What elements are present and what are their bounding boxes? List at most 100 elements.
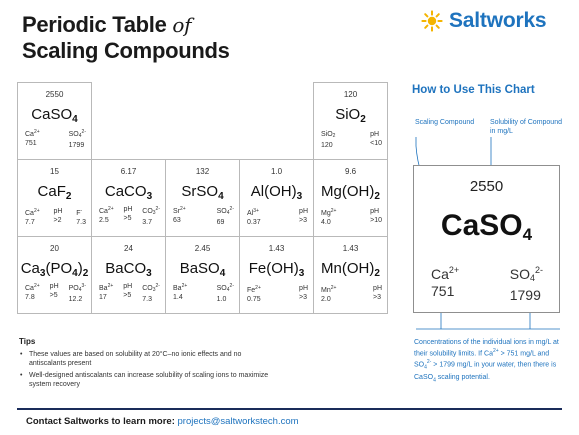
solubility-value: 2550 bbox=[45, 90, 64, 99]
ion-value: 1.0 bbox=[216, 296, 227, 303]
ion-charge: 2+ bbox=[255, 285, 261, 291]
ion-entry: pH >5 bbox=[123, 283, 133, 299]
solubility-value: 15 bbox=[50, 167, 59, 176]
ion-charge: 2+ bbox=[107, 283, 114, 289]
solubility-value: 20 bbox=[50, 244, 59, 253]
ion-subscript: 4 bbox=[226, 210, 230, 216]
ion-entry: CO32- 3.7 bbox=[142, 206, 160, 226]
compound-formula: CaSO4 bbox=[31, 106, 78, 125]
ion-charge: 2- bbox=[155, 283, 160, 289]
ion-value: >2 bbox=[53, 217, 62, 224]
ion-list: SiO2 120 pH <10 bbox=[321, 130, 382, 150]
ion-subscript: 4 bbox=[78, 133, 82, 139]
ion-value: 12.2 bbox=[68, 296, 83, 303]
footer-contact: Contact Saltworks to learn more: project… bbox=[26, 416, 299, 427]
how-to-title: How to Use This Chart bbox=[412, 84, 535, 96]
ion-charge: 2+ bbox=[33, 283, 40, 289]
footer-text: Contact Saltworks to learn more: bbox=[26, 416, 175, 427]
ion-charge: 3- bbox=[81, 283, 86, 289]
ion-value: 17 bbox=[99, 294, 107, 301]
tips-section: Tips These values are based on solubilit… bbox=[19, 337, 279, 392]
ion-value: <10 bbox=[370, 140, 382, 147]
ion-charge: - bbox=[80, 208, 83, 214]
title-line-2: Scaling Compounds bbox=[22, 38, 230, 63]
example-cell: 2550 CaSO4 Ca2+ 751 SO42- 1799 bbox=[413, 165, 560, 313]
footer-divider bbox=[17, 408, 562, 410]
solubility-value: 120 bbox=[343, 90, 358, 99]
ion-value: 69 bbox=[216, 219, 225, 226]
ion-value: 751 bbox=[431, 283, 455, 299]
compound-cell: 20 Ca3(PO4)2 Ca2+ 7.8 pH >5 PO43- 12.2 bbox=[17, 236, 92, 314]
ion-value: >10 bbox=[370, 217, 382, 224]
ion-value: 7.3 bbox=[76, 219, 86, 226]
ion-list: Ca2+ 7.7 pH >2 F- 7.3 bbox=[25, 207, 86, 227]
compound-cell: 9.6 Mg(OH)2 Mg2+ 4.0 pH >10 bbox=[313, 159, 388, 237]
ion-value: 7.7 bbox=[25, 219, 35, 226]
ion-entry: pH <10 bbox=[370, 131, 382, 147]
ion-list: Mn2+ 2.0 pH >3 bbox=[321, 284, 382, 304]
ion-value: 1799 bbox=[68, 142, 85, 149]
ion-entry: pH >5 bbox=[123, 206, 133, 222]
ion-entry: Ca2+ 7.7 bbox=[25, 208, 40, 226]
solubility-value: 24 bbox=[124, 244, 133, 253]
ion-value: 7.3 bbox=[142, 296, 152, 303]
ion-value: >3 bbox=[373, 294, 382, 301]
ion-entry: Mn2+ 2.0 bbox=[321, 285, 337, 303]
ion-charge: 2+ bbox=[107, 206, 114, 212]
tip-item: These values are based on solubility at … bbox=[19, 350, 279, 368]
tip-item: Well-designed antiscalants can increase … bbox=[19, 371, 279, 389]
ion-value: 63 bbox=[173, 217, 181, 224]
ion-entry: Ca2+ 7.8 bbox=[25, 283, 40, 301]
ion-entry: SiO2 120 bbox=[321, 131, 336, 149]
ion-entry: SO42- 69 bbox=[216, 206, 234, 226]
ion-charge: 2- bbox=[81, 129, 86, 135]
ion-charge: 2+ bbox=[181, 283, 188, 289]
ion-value: >3 bbox=[299, 217, 308, 224]
page-title: Periodic Table of Scaling Compounds bbox=[22, 12, 230, 63]
ion-value: 2.5 bbox=[99, 217, 109, 224]
ion-value: 751 bbox=[25, 140, 37, 147]
ion-entry: pH >2 bbox=[53, 208, 63, 224]
ion-entry: SO42- 1.0 bbox=[216, 283, 234, 303]
compound-cell: 1.43 Mn(OH)2 Mn2+ 2.0 pH >3 bbox=[313, 236, 388, 314]
ion-value: 1799 bbox=[509, 287, 541, 303]
compound-formula: Al(OH)3 bbox=[250, 183, 303, 202]
title-line-1: Periodic Table of bbox=[22, 12, 230, 38]
ion-subscript: 4 bbox=[78, 287, 82, 293]
compound-formula: CaCO3 bbox=[104, 183, 153, 202]
ion-value: >5 bbox=[49, 292, 58, 299]
ion-entry: Sr2+ 63 bbox=[173, 206, 186, 224]
compound-formula: CaF2 bbox=[37, 183, 72, 202]
contact-email-link[interactable]: projects@saltworkstech.com bbox=[177, 416, 299, 427]
ion-entry: Fe2+ 0.75 bbox=[247, 285, 261, 303]
ion-charge: 2- bbox=[229, 206, 234, 212]
ion-list: Ba2+ 1.4 SO42- 1.0 bbox=[173, 282, 234, 304]
ion-entry: pH >5 bbox=[49, 283, 59, 299]
ion-list: Fe2+ 0.75 pH >3 bbox=[247, 284, 308, 304]
ion-list: Mg2+ 4.0 pH >10 bbox=[321, 207, 382, 227]
ion-charge: 2+ bbox=[330, 208, 337, 214]
ion-list: Sr2+ 63 SO42- 69 bbox=[173, 205, 234, 227]
ion-entry: CO32- 7.3 bbox=[142, 283, 160, 303]
solubility-value: 1.43 bbox=[342, 244, 359, 253]
compound-formula: BaCO3 bbox=[105, 260, 152, 279]
brand-logo: Saltworks bbox=[421, 8, 561, 34]
ion-value: 120 bbox=[321, 142, 333, 149]
compound-formula: BaSO4 bbox=[179, 260, 226, 279]
solubility-value: 2.45 bbox=[194, 244, 211, 253]
ion-charge: 2+ bbox=[33, 208, 40, 214]
ion-list: Ca2+ 2.5 pH >5 CO32- 3.7 bbox=[99, 205, 160, 227]
ion-entry: Ca2+ 751 bbox=[25, 129, 40, 147]
compound-formula: Fe(OH)3 bbox=[248, 260, 305, 279]
ion-charge: 2- bbox=[155, 206, 160, 212]
compound-formula: Ca3(PO4)2 bbox=[20, 260, 89, 279]
solubility-label: Solubility of Compound in mg/L bbox=[490, 119, 562, 135]
ion-value: 0.75 bbox=[247, 296, 261, 303]
solubility-value: 9.6 bbox=[344, 167, 357, 176]
ion-entry: pH >3 bbox=[373, 285, 382, 301]
example-ions: Ca2+ 751 SO42- 1799 bbox=[431, 262, 543, 304]
compound-formula: Mn(OH)2 bbox=[321, 260, 380, 279]
ion-entry: Ba2+ 1.4 bbox=[173, 283, 188, 301]
compound-formula: SrSO4 bbox=[181, 183, 224, 202]
ion-entry: SO42- 1799 bbox=[509, 265, 543, 303]
